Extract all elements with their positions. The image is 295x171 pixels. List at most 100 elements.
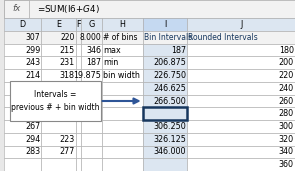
Text: 286.375: 286.375 (153, 109, 186, 118)
Bar (187, 44, 295, 56)
Bar (4, 0, 295, 17)
Bar (142, 56, 187, 69)
Bar (4, 133, 41, 146)
Text: D: D (20, 20, 26, 29)
Text: Bin Intervals: Bin Intervals (144, 33, 192, 42)
Bar (81, 120, 102, 133)
Bar (142, 158, 187, 171)
Bar (4, 95, 41, 107)
Text: Rounded Intervals: Rounded Intervals (189, 33, 258, 42)
Text: 346.000: 346.000 (154, 147, 186, 156)
Text: 214: 214 (25, 71, 40, 80)
Bar (102, 69, 142, 82)
Bar (76, 95, 81, 107)
Text: fx: fx (12, 4, 20, 13)
Text: Intervals =
previous # + bin width: Intervals = previous # + bin width (11, 90, 99, 113)
Text: 260: 260 (279, 96, 294, 106)
Text: min: min (103, 58, 118, 67)
Text: 299: 299 (25, 46, 40, 55)
Text: 240: 240 (279, 84, 294, 93)
Text: 246.625: 246.625 (153, 84, 186, 93)
Bar (41, 133, 76, 146)
Bar (142, 146, 187, 158)
Bar (81, 56, 102, 69)
Text: 258: 258 (25, 84, 40, 93)
Bar (41, 95, 76, 107)
Text: 223: 223 (60, 135, 75, 144)
Bar (76, 31, 81, 44)
Bar (81, 133, 102, 146)
Bar (102, 44, 142, 56)
Text: 226.750: 226.750 (153, 71, 186, 80)
Text: G: G (88, 20, 95, 29)
Bar (81, 95, 102, 107)
FancyBboxPatch shape (10, 81, 101, 121)
Bar (4, 82, 41, 95)
Bar (102, 82, 142, 95)
Text: 320: 320 (279, 135, 294, 144)
Text: 307: 307 (26, 33, 40, 42)
Bar (102, 56, 142, 69)
Text: 180: 180 (279, 46, 294, 55)
Text: 264: 264 (25, 96, 40, 106)
Text: J: J (240, 20, 242, 29)
Bar (4, 0, 29, 17)
Text: I: I (164, 20, 166, 29)
Bar (142, 133, 187, 146)
Text: max: max (103, 46, 121, 55)
Bar (41, 107, 76, 120)
Bar (187, 95, 295, 107)
Text: 360: 360 (279, 160, 294, 169)
Text: 321: 321 (25, 109, 40, 118)
Bar (76, 69, 81, 82)
Bar (81, 146, 102, 158)
Bar (187, 17, 295, 31)
Text: bin width: bin width (103, 71, 140, 80)
Bar (4, 31, 41, 44)
Text: 19.875: 19.875 (73, 71, 101, 80)
Bar (102, 158, 142, 171)
Bar (41, 69, 76, 82)
Bar (76, 107, 81, 120)
Text: 294: 294 (25, 135, 40, 144)
Text: E: E (56, 20, 61, 29)
Bar (4, 56, 41, 69)
Bar (4, 107, 41, 120)
Text: 283: 283 (25, 147, 40, 156)
Bar (81, 44, 102, 56)
Bar (187, 133, 295, 146)
Bar (142, 107, 187, 120)
Text: 277: 277 (59, 147, 75, 156)
Bar (102, 107, 142, 120)
Bar (102, 95, 142, 107)
Bar (76, 158, 81, 171)
Bar (187, 82, 295, 95)
Text: 220: 220 (278, 71, 294, 80)
Bar (76, 120, 81, 133)
Text: 187: 187 (86, 58, 101, 67)
Bar (4, 44, 41, 56)
Text: 231: 231 (60, 58, 75, 67)
Bar (4, 120, 41, 133)
Bar (4, 146, 41, 158)
Text: 200: 200 (279, 58, 294, 67)
Bar (81, 17, 102, 31)
Text: 8.000: 8.000 (79, 33, 101, 42)
Bar (41, 44, 76, 56)
Bar (76, 146, 81, 158)
Bar (81, 107, 102, 120)
Bar (187, 120, 295, 133)
Bar (4, 158, 41, 171)
Bar (187, 56, 295, 69)
Bar (41, 158, 76, 171)
Bar (81, 69, 102, 82)
Bar (187, 146, 295, 158)
Bar (187, 69, 295, 82)
Bar (41, 146, 76, 158)
Bar (81, 158, 102, 171)
Bar (41, 31, 76, 44)
Text: 280: 280 (279, 109, 294, 118)
Text: 346: 346 (86, 46, 101, 55)
Bar (142, 44, 187, 56)
Bar (142, 31, 187, 44)
